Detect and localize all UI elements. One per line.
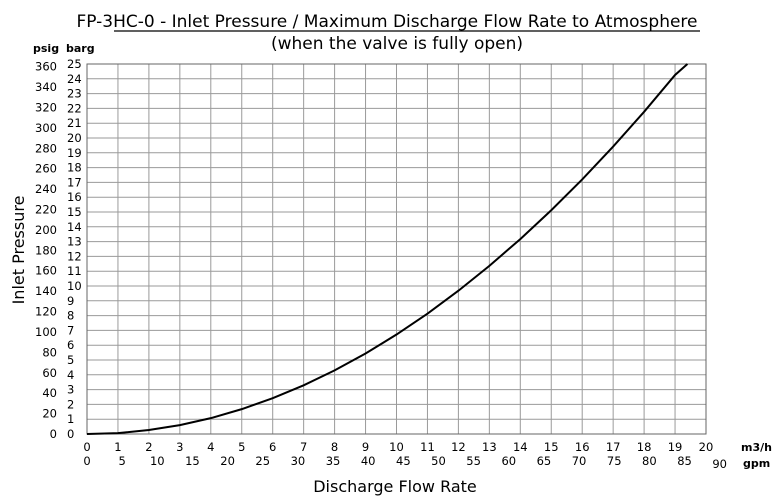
x-tick-label-m3h: 9 [362, 440, 369, 454]
x-tick-label-gpm: 10 [150, 454, 165, 468]
x-tick-label-m3h: 15 [544, 440, 559, 454]
x-tick-label-gpm: 45 [396, 454, 411, 468]
y-tick-label-barg: 0 [67, 427, 74, 441]
x-tick-label-m3h: 12 [451, 440, 466, 454]
x-tick-label-m3h: 18 [637, 440, 652, 454]
x-tick-label-gpm: 70 [572, 454, 587, 468]
x-tick-label-m3h: 11 [420, 440, 435, 454]
x-tick-label-gpm: 5 [118, 454, 125, 468]
plot-frame [86, 63, 707, 435]
y-tick-label-barg: 23 [67, 87, 82, 101]
x-tick-label-m3h: 20 [699, 440, 714, 454]
y-tick-label-barg: 20 [67, 131, 82, 145]
y-tick-label-psig: 280 [35, 141, 57, 155]
y-tick-label-barg: 19 [67, 146, 82, 160]
x-tick-label-gpm: 20 [220, 454, 235, 468]
x-tick-label-gpm: 90 [712, 457, 727, 471]
y-tick-label-psig: 0 [50, 427, 57, 441]
x-tick-label-m3h: 7 [300, 440, 307, 454]
y-tick-label-barg: 13 [67, 235, 82, 249]
y-axis-title: Inlet Pressure [9, 196, 28, 305]
y-tick-label-barg: 17 [67, 175, 82, 189]
y-tick-label-psig: 240 [35, 182, 57, 196]
y-tick-label-psig: 60 [42, 366, 57, 380]
y-tick-label-psig: 20 [42, 407, 57, 421]
x-tick-label-m3h: 3 [176, 440, 183, 454]
y-tick-label-barg: 21 [67, 116, 82, 130]
y-unit-right: barg [66, 42, 95, 55]
y-tick-label-barg: 7 [67, 323, 74, 337]
y-tick-label-psig: 160 [35, 264, 57, 278]
y-tick-label-psig: 360 [35, 60, 57, 74]
y-tick-label-barg: 16 [67, 190, 82, 204]
x-tick-label-m3h: 17 [606, 440, 621, 454]
x-tick-label-m3h: 10 [389, 440, 404, 454]
x-tick-label-m3h: 8 [331, 440, 338, 454]
y-tick-label-barg: 15 [67, 205, 82, 219]
chart-title: FP-3HC-0 - Inlet Pressure / Maximum Disc… [76, 12, 697, 32]
y-tick-label-barg: 24 [67, 72, 82, 86]
x-tick-label-gpm: 50 [431, 454, 446, 468]
tick-labels: 0 1 2 3 4 5 6 7 8 9 10 11 12 13 14 15 16 17 18 19 200 5 10 15 20… [35, 57, 727, 471]
y-tick-label-barg: 2 [67, 397, 74, 411]
x-tick-label-m3h: 13 [482, 440, 497, 454]
x-tick-label-gpm: 60 [501, 454, 516, 468]
x-tick-label-gpm: 30 [291, 454, 306, 468]
x-tick-label-m3h: 5 [238, 440, 245, 454]
y-tick-label-psig: 140 [35, 284, 57, 298]
series-line [86, 63, 689, 435]
x-tick-label-gpm: 80 [642, 454, 657, 468]
y-tick-label-psig: 100 [35, 325, 57, 339]
y-tick-label-barg: 11 [67, 264, 82, 278]
x-tick-label-gpm: 25 [255, 454, 270, 468]
y-tick-label-barg: 25 [67, 57, 82, 71]
y-tick-label-barg: 4 [67, 368, 74, 382]
x-unit-primary: m3/h [741, 441, 772, 454]
x-tick-label-m3h: 0 [83, 440, 90, 454]
x-unit-secondary: gpm [743, 457, 770, 470]
x-tick-label-gpm: 15 [185, 454, 200, 468]
y-tick-label-psig: 200 [35, 223, 57, 237]
y-tick-label-psig: 220 [35, 203, 57, 217]
x-tick-label-gpm: 55 [466, 454, 481, 468]
y-tick-label-barg: 1 [67, 412, 74, 426]
x-tick-label-gpm: 0 [83, 454, 90, 468]
x-tick-label-m3h: 1 [114, 440, 121, 454]
y-tick-label-psig: 80 [42, 345, 57, 359]
y-tick-label-psig: 120 [35, 305, 57, 319]
x-tick-label-gpm: 65 [537, 454, 552, 468]
y-tick-label-barg: 12 [67, 249, 82, 263]
chart-subtitle: (when the valve is fully open) [271, 34, 523, 54]
x-tick-label-m3h: 14 [513, 440, 528, 454]
y-tick-label-barg: 18 [67, 161, 82, 175]
x-tick-label-gpm: 75 [607, 454, 622, 468]
x-tick-label-m3h: 2 [145, 440, 152, 454]
y-tick-label-psig: 40 [42, 386, 57, 400]
x-axis-title: Discharge Flow Rate [313, 477, 477, 496]
y-tick-label-psig: 260 [35, 162, 57, 176]
y-tick-label-barg: 14 [67, 220, 82, 234]
y-tick-label-barg: 10 [67, 279, 82, 293]
y-tick-label-psig: 320 [35, 100, 57, 114]
y-tick-label-barg: 8 [67, 309, 74, 323]
grid [87, 64, 706, 434]
y-tick-label-barg: 6 [67, 338, 74, 352]
x-tick-label-m3h: 19 [668, 440, 683, 454]
y-tick-label-barg: 5 [67, 353, 74, 367]
y-tick-label-psig: 180 [35, 243, 57, 257]
y-tick-label-barg: 3 [67, 383, 74, 397]
y-unit-left: psig [33, 42, 59, 55]
x-tick-label-m3h: 16 [575, 440, 590, 454]
y-tick-label-psig: 340 [35, 80, 57, 94]
x-tick-label-gpm: 85 [677, 454, 692, 468]
x-tick-label-gpm: 35 [326, 454, 341, 468]
x-tick-label-gpm: 40 [361, 454, 376, 468]
y-tick-label-barg: 9 [67, 294, 74, 308]
x-tick-label-m3h: 4 [207, 440, 214, 454]
x-tick-label-m3h: 6 [269, 440, 276, 454]
y-tick-label-barg: 22 [67, 101, 82, 115]
y-tick-label-psig: 300 [35, 121, 57, 135]
